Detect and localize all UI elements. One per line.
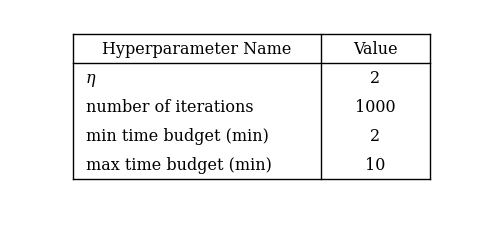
Text: η: η: [86, 70, 96, 87]
Text: min time budget (min): min time budget (min): [86, 128, 269, 145]
Text: Value: Value: [353, 41, 397, 58]
Text: 10: 10: [365, 156, 385, 173]
Text: 2: 2: [370, 70, 380, 87]
Text: 2: 2: [370, 128, 380, 145]
Text: Hyperparameter Name: Hyperparameter Name: [102, 41, 292, 58]
Text: max time budget (min): max time budget (min): [86, 156, 272, 173]
Text: 1000: 1000: [355, 99, 395, 116]
Text: number of iterations: number of iterations: [86, 99, 253, 116]
